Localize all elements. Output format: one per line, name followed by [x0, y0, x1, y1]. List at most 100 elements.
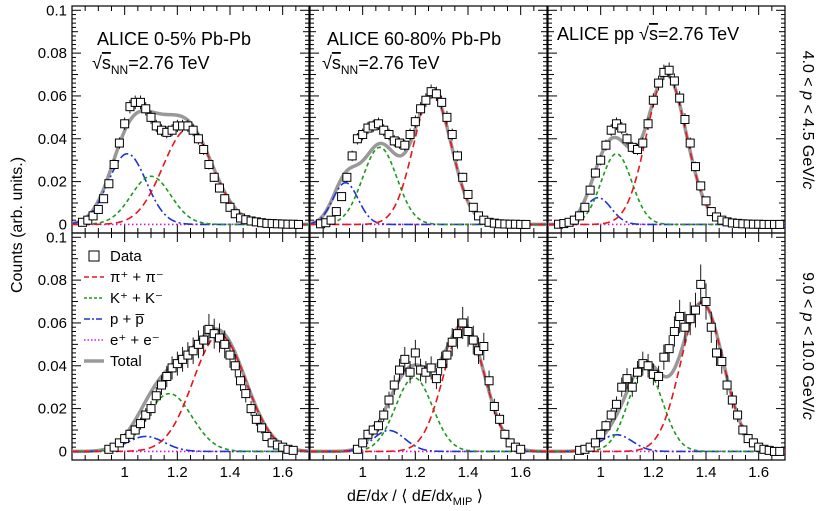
- proton-curve: [72, 152, 309, 226]
- data-point: [463, 327, 473, 337]
- data-point: [88, 211, 98, 221]
- data-point: [659, 352, 669, 362]
- data-point: [114, 138, 124, 148]
- legend-entry-proton: p + p̅: [84, 311, 145, 328]
- data-point: [775, 446, 785, 456]
- data-point: [611, 399, 621, 409]
- data-point: [193, 134, 203, 144]
- kaon-curve: [72, 392, 309, 453]
- y-tick-label: 0.06: [38, 88, 67, 105]
- data-point: [437, 359, 447, 369]
- data-point: [379, 410, 389, 420]
- data-point: [326, 215, 336, 225]
- data-point: [405, 367, 415, 377]
- panel-r0-c2: [547, 5, 786, 234]
- data-point: [675, 312, 685, 322]
- data-point: [722, 380, 732, 390]
- legend-label: Data: [110, 248, 142, 265]
- data-point: [622, 374, 632, 384]
- pion-curve: [310, 325, 547, 453]
- total-curve: [548, 72, 785, 227]
- data-point: [389, 380, 399, 390]
- data-point: [199, 144, 209, 154]
- data-point: [130, 425, 140, 435]
- data-point: [706, 207, 716, 217]
- data-point: [421, 95, 431, 105]
- y-tick-label: 0.1: [46, 2, 67, 19]
- data-point: [246, 404, 256, 414]
- total-curve: [310, 322, 547, 454]
- x-tick-label: 1.4: [696, 464, 717, 481]
- panel-r0-c0: 0 0.02 0.04 0.06 0.08 0.1: [38, 2, 310, 234]
- kaon-curve: [72, 175, 309, 226]
- kaon-curve: [310, 146, 547, 226]
- data-point: [384, 395, 394, 405]
- data-point: [633, 367, 643, 377]
- data-point: [410, 348, 420, 358]
- legend-label: p + p̅: [110, 311, 145, 328]
- data-point: [395, 365, 405, 375]
- data-point: [701, 297, 711, 307]
- x-tick-label: 1.2: [405, 464, 426, 481]
- x-tick-label: 1.2: [643, 464, 664, 481]
- data-point: [484, 376, 494, 386]
- data-point: [580, 202, 590, 212]
- data-point: [225, 202, 235, 212]
- kaon-curve: [548, 368, 785, 453]
- data-point: [463, 189, 473, 199]
- data-point: [733, 410, 743, 420]
- data-point: [685, 314, 695, 324]
- panels-layer: 00.020.040.060.080.100.020.040.060.080.1…: [38, 2, 786, 481]
- data-point: [706, 322, 716, 332]
- legend: Data π⁺ + π⁻ K⁺ + K⁻ p + p̅ e⁺ + e⁻ Total: [84, 248, 164, 370]
- legend-label: K⁺ + K⁻: [110, 290, 163, 307]
- data-point: [669, 76, 679, 86]
- data-point: [617, 382, 627, 392]
- data-point: [288, 445, 298, 455]
- y-tick-label: 0.02: [38, 174, 67, 191]
- x-tick-label: 1: [358, 464, 366, 481]
- y-tick-label: 0.06: [38, 315, 67, 332]
- data-point: [447, 129, 457, 139]
- data-point: [664, 65, 674, 75]
- column-title: ALICE pp √s=2.76 TeV: [557, 24, 739, 44]
- data-point: [352, 444, 362, 454]
- data-point: [146, 404, 156, 414]
- data-point: [617, 123, 627, 133]
- data-point: [157, 380, 167, 390]
- proton-curve: [310, 181, 547, 226]
- x-tick-label: 1.4: [458, 464, 479, 481]
- data-point: [590, 168, 600, 178]
- data-point: [669, 327, 679, 337]
- data-point: [648, 95, 658, 105]
- legend-entry-kaon: K⁺ + K⁻: [84, 290, 163, 307]
- y-tick-label: 0: [59, 216, 67, 233]
- data-point: [135, 419, 145, 429]
- data-point: [331, 207, 341, 217]
- legend-marker: [88, 250, 100, 262]
- data-point: [426, 363, 436, 373]
- data-point: [516, 444, 526, 454]
- data-point: [690, 162, 700, 172]
- data-point: [337, 192, 347, 202]
- data-point: [135, 97, 145, 107]
- data-point: [495, 414, 505, 424]
- legend-entry-total: Total: [84, 353, 142, 370]
- column-title: ALICE 60-80% Pb-Pb: [327, 29, 501, 49]
- data-point: [643, 119, 653, 129]
- data-point: [257, 423, 267, 433]
- x-tick-label: 1: [120, 464, 128, 481]
- column-title: ALICE 0-5% Pb-Pb: [97, 29, 251, 49]
- data-point: [727, 395, 737, 405]
- legend-entry-pion: π⁺ + π⁻: [84, 269, 164, 286]
- data-point: [489, 401, 499, 411]
- pion-curve: [310, 92, 547, 226]
- energy-label: √sNN=2.76 TeV: [322, 53, 439, 77]
- data-point: [442, 112, 452, 122]
- data-point: [627, 382, 637, 392]
- x-tick-label: 1.2: [167, 464, 188, 481]
- data-point: [262, 431, 272, 441]
- data-point: [251, 414, 261, 424]
- data-point: [638, 138, 648, 148]
- data-point: [622, 134, 632, 144]
